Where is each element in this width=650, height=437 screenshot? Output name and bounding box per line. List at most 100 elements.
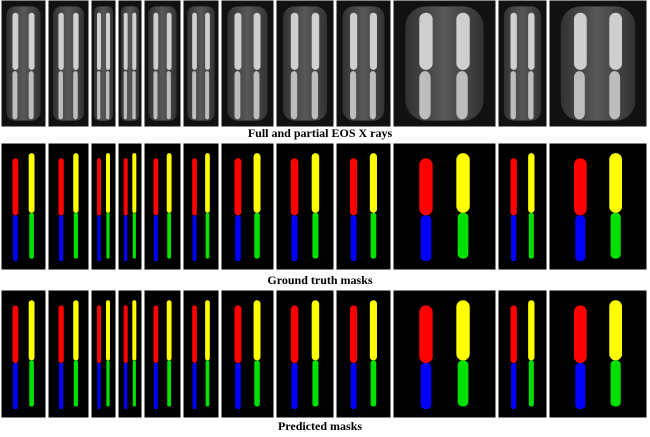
bone <box>234 71 241 120</box>
tibia-right <box>610 360 621 407</box>
bone <box>205 12 210 70</box>
femur-right <box>609 300 623 361</box>
tibia-left <box>124 215 128 262</box>
tibia-left <box>511 362 517 410</box>
femur-right <box>253 153 261 213</box>
tibia-left <box>97 215 101 262</box>
panels <box>0 0 648 419</box>
image-panel <box>90 289 117 419</box>
tibia-left <box>124 362 128 410</box>
image-panel <box>548 142 648 271</box>
body-silhouette <box>94 6 113 121</box>
tibia-right <box>457 212 469 259</box>
body-silhouette <box>187 6 215 121</box>
tibia-right <box>106 360 110 407</box>
image-panel <box>182 142 220 271</box>
bone <box>132 71 136 120</box>
bone <box>419 71 431 120</box>
femur-right <box>106 300 110 361</box>
tibia-right <box>167 212 172 259</box>
bone <box>12 12 19 70</box>
bone <box>28 71 34 120</box>
femur-right <box>369 153 377 213</box>
body-silhouette <box>6 6 41 121</box>
body-silhouette <box>227 6 268 121</box>
bone <box>573 12 587 70</box>
bone <box>123 12 128 70</box>
body-silhouette <box>503 6 542 121</box>
image-panel <box>548 289 648 419</box>
bone <box>369 71 376 120</box>
tibia-right <box>205 360 210 407</box>
femur-left <box>419 158 433 216</box>
bone <box>73 12 79 70</box>
tibia-right <box>29 360 34 407</box>
bone <box>106 12 110 70</box>
image-panel <box>335 142 392 271</box>
image-panel <box>182 289 220 419</box>
bone <box>573 71 585 120</box>
tibia-left <box>192 362 197 410</box>
femur-right <box>205 153 210 213</box>
tibia-left <box>511 215 517 262</box>
femur-right <box>609 153 623 213</box>
image-panel <box>47 142 90 271</box>
body-silhouette <box>148 6 177 121</box>
tibia-left <box>420 215 432 262</box>
tibia-left <box>350 215 357 262</box>
bone <box>350 71 357 120</box>
femur-right <box>73 300 79 361</box>
image-panel <box>275 289 335 419</box>
bone <box>166 12 172 70</box>
bone <box>132 12 137 70</box>
bone <box>28 12 35 70</box>
tibia-left <box>235 362 241 410</box>
bone <box>73 71 78 120</box>
femur-right <box>166 153 172 213</box>
tibia-left <box>97 362 101 410</box>
femur-right <box>528 300 535 361</box>
femur-right <box>106 153 110 213</box>
bone <box>153 12 159 70</box>
tibia-right <box>312 360 319 407</box>
tibia-left <box>192 215 197 262</box>
image-panel <box>117 289 143 419</box>
tibia-right <box>457 360 469 407</box>
tibia-right <box>528 360 534 407</box>
tibia-right <box>106 212 110 259</box>
tibia-left <box>58 215 64 262</box>
femur-left <box>350 158 358 216</box>
femur-left <box>58 305 64 363</box>
bone <box>12 71 18 120</box>
bone <box>166 71 171 120</box>
femur-left <box>510 158 517 216</box>
image-panel <box>143 289 182 419</box>
femur-left <box>12 305 19 363</box>
bone <box>290 71 298 120</box>
bone <box>205 71 210 120</box>
femur-left <box>123 158 128 216</box>
bone <box>350 12 358 70</box>
tibia-left <box>291 362 298 410</box>
body-silhouette <box>52 6 85 121</box>
femur-left <box>234 158 242 216</box>
bone <box>369 12 377 70</box>
image-panel <box>47 289 90 419</box>
femur-left <box>234 305 242 363</box>
tibia-right <box>254 360 260 407</box>
tibia-right <box>29 212 34 259</box>
bone <box>528 12 535 70</box>
tibia-left <box>13 362 18 410</box>
image-panel <box>0 289 47 419</box>
femur-right <box>28 153 35 213</box>
bone <box>253 71 260 120</box>
image-panel <box>335 289 392 419</box>
tibia-left <box>575 215 586 262</box>
femur-right <box>132 300 137 361</box>
bone <box>311 71 319 120</box>
femur-right <box>166 300 172 361</box>
femur-left <box>290 305 299 363</box>
femur-left <box>350 305 358 363</box>
